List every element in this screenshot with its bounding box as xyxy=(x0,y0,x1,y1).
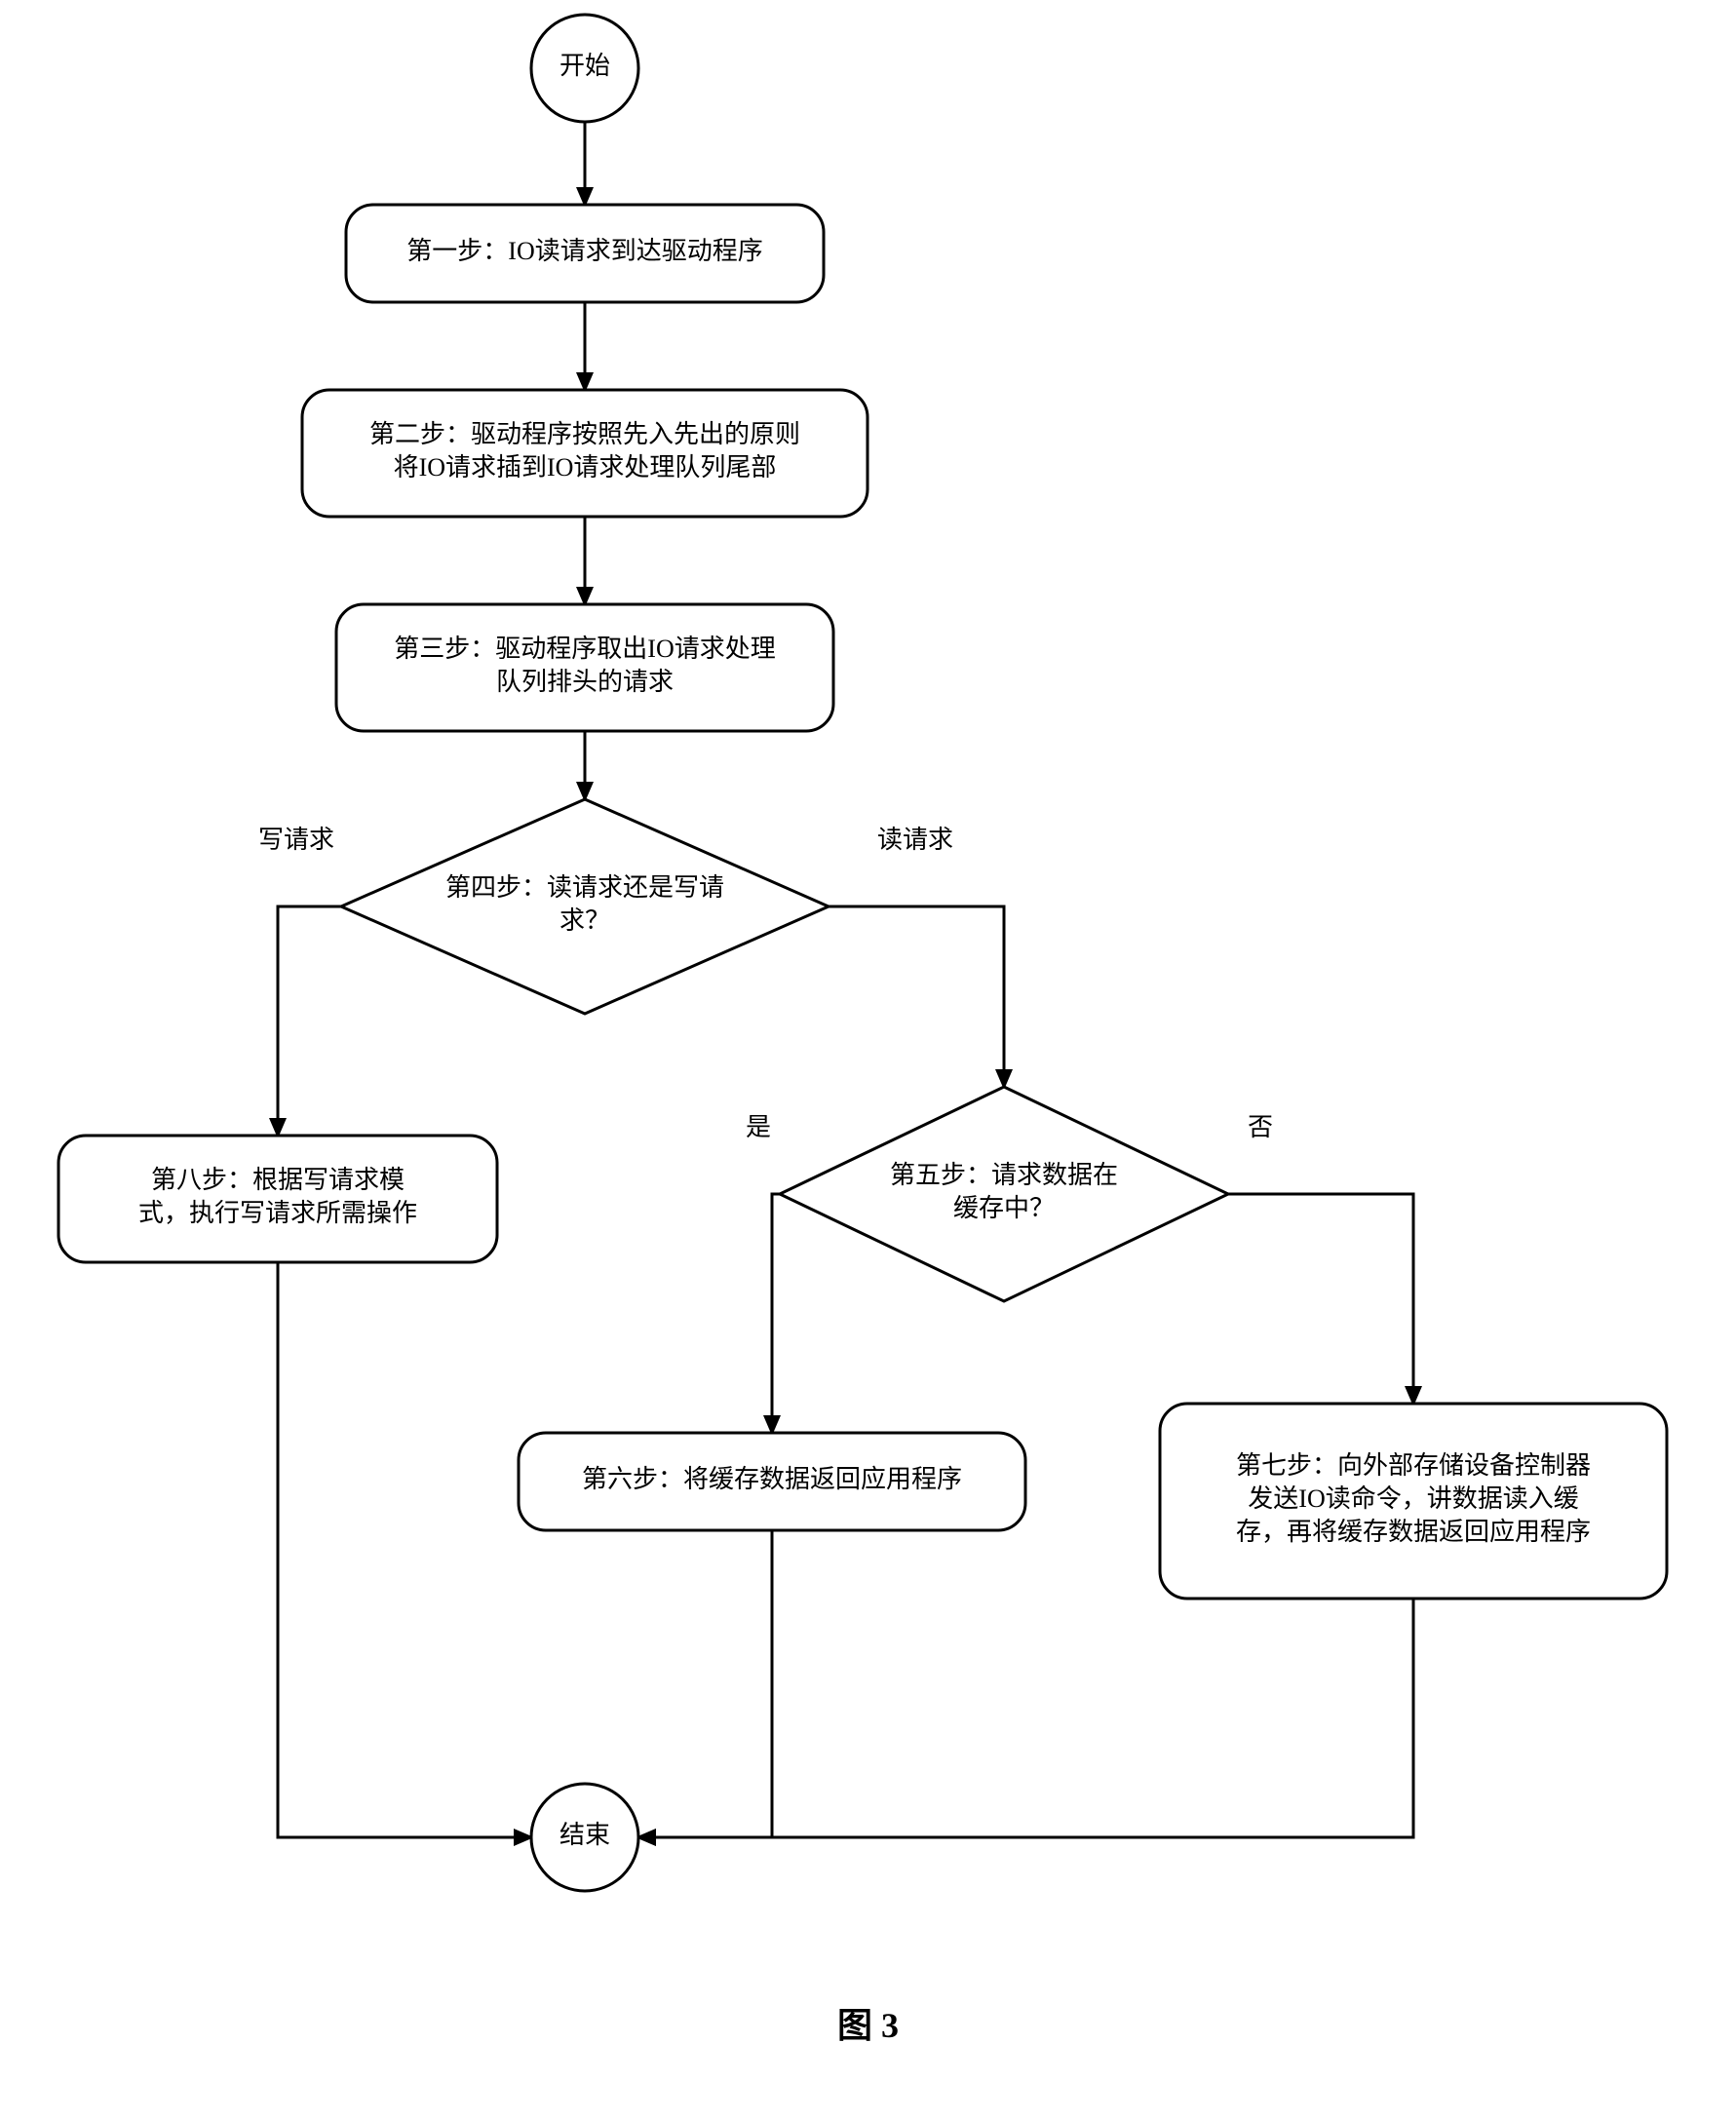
node-step2: 第二步：驱动程序按照先入先出的原则将IO请求插到IO请求处理队列尾部 xyxy=(302,390,868,517)
svg-text:将IO请求插到IO请求处理队列尾部: 将IO请求插到IO请求处理队列尾部 xyxy=(394,453,777,482)
flow-edge xyxy=(772,1194,780,1433)
flow-edge xyxy=(278,906,341,1136)
svg-text:第四步：读请求还是写请: 第四步：读请求还是写请 xyxy=(445,873,724,902)
edge-label: 否 xyxy=(1248,1113,1273,1141)
svg-text:第七步：向外部存储设备控制器: 第七步：向外部存储设备控制器 xyxy=(1236,1451,1591,1480)
edge-label: 写请求 xyxy=(258,826,334,854)
svg-text:结束: 结束 xyxy=(559,1821,610,1849)
svg-text:开始: 开始 xyxy=(559,52,610,80)
node-step1: 第一步：IO读请求到达驱动程序 xyxy=(346,205,824,302)
svg-text:存，再将缓存数据返回应用程序: 存，再将缓存数据返回应用程序 xyxy=(1236,1518,1591,1546)
node-step3: 第三步：驱动程序取出IO请求处理队列排头的请求 xyxy=(336,604,833,731)
flowchart-diagram: 写请求 读请求是 否 开始第一步：IO读请求到达驱动程序第二步：驱动程序按照先入先出的… xyxy=(0,0,1736,2120)
node-end: 结束 xyxy=(531,1784,638,1891)
svg-text:第六步：将缓存数据返回应用程序: 第六步：将缓存数据返回应用程序 xyxy=(582,1465,962,1493)
svg-text:第八步：根据写请求模: 第八步：根据写请求模 xyxy=(151,1166,405,1194)
figure-caption: 图 3 xyxy=(837,2006,899,2045)
flow-edge xyxy=(1228,1194,1413,1404)
edge-label: 读请求 xyxy=(877,826,953,854)
svg-text:第五步：请求数据在: 第五步：请求数据在 xyxy=(890,1161,1118,1189)
svg-text:队列排头的请求: 队列排头的请求 xyxy=(496,668,674,696)
flow-edge xyxy=(638,1599,1413,1837)
svg-text:缓存中？: 缓存中？ xyxy=(953,1194,1055,1222)
node-step8: 第八步：根据写请求模式，执行写请求所需操作 xyxy=(58,1136,497,1262)
flow-edge xyxy=(278,1262,531,1837)
node-step7: 第七步：向外部存储设备控制器发送IO读命令，讲数据读入缓存，再将缓存数据返回应用… xyxy=(1160,1404,1667,1599)
edge-label: 是 xyxy=(746,1113,771,1141)
svg-text:第三步：驱动程序取出IO请求处理: 第三步：驱动程序取出IO请求处理 xyxy=(394,635,775,663)
flow-edge xyxy=(829,906,1004,1087)
svg-text:式，执行写请求所需操作: 式，执行写请求所需操作 xyxy=(138,1199,417,1227)
node-start: 开始 xyxy=(531,15,638,122)
node-step4: 第四步：读请求还是写请求？ xyxy=(341,799,829,1014)
svg-text:第一步：IO读请求到达驱动程序: 第一步：IO读请求到达驱动程序 xyxy=(406,237,762,265)
svg-text:发送IO读命令，讲数据读入缓: 发送IO读命令，讲数据读入缓 xyxy=(1248,1484,1578,1513)
node-step6: 第六步：将缓存数据返回应用程序 xyxy=(519,1433,1025,1530)
node-step5: 第五步：请求数据在缓存中？ xyxy=(780,1087,1228,1301)
flow-edge xyxy=(638,1530,772,1837)
svg-text:求？: 求？ xyxy=(559,906,610,935)
svg-text:第二步：驱动程序按照先入先出的原则: 第二步：驱动程序按照先入先出的原则 xyxy=(369,420,800,448)
